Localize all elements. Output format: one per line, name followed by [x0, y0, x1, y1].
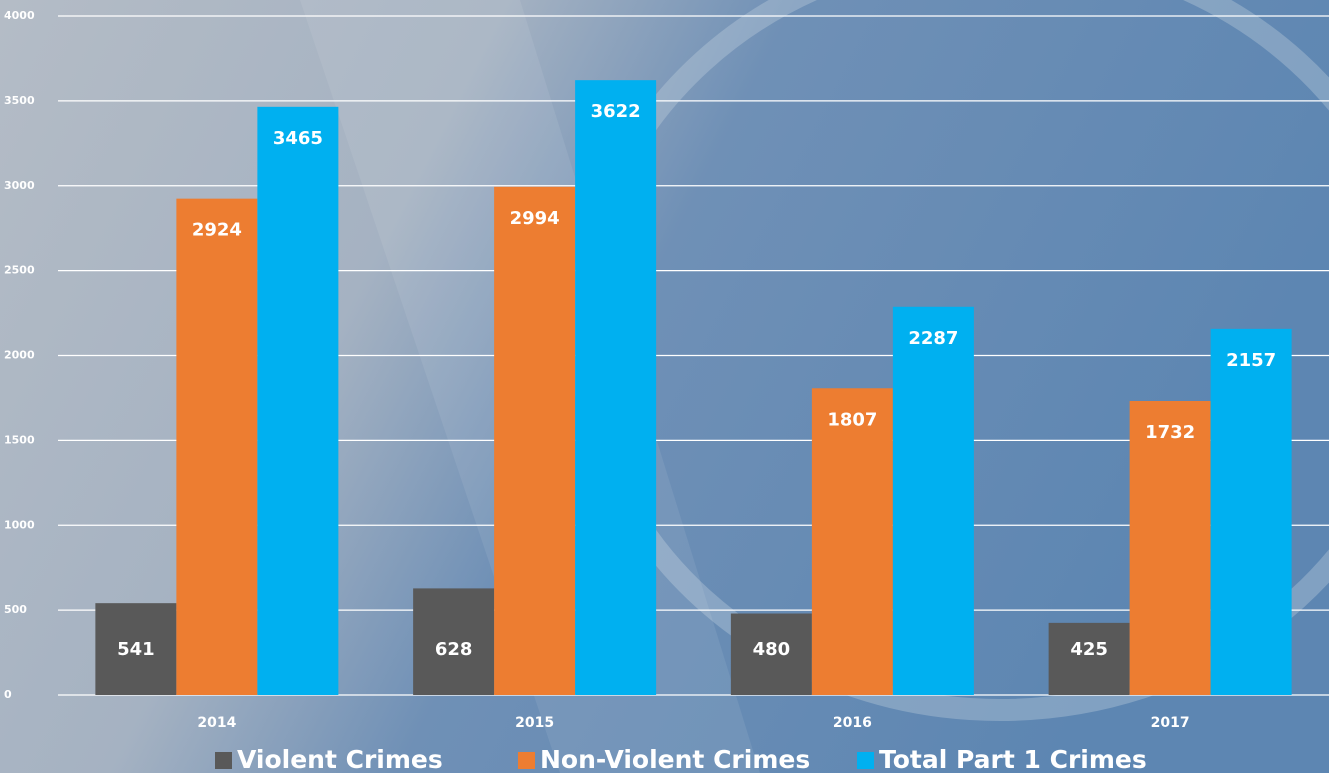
data-label: 2924	[192, 220, 242, 241]
data-label: 3465	[273, 128, 323, 149]
data-label: 628	[435, 639, 473, 660]
bar	[257, 106, 339, 695]
legend-swatch	[215, 752, 232, 769]
y-tick-label: 500	[4, 603, 27, 616]
y-tick-label: 4000	[4, 9, 35, 22]
legend-label: Violent Crimes	[237, 745, 443, 773]
bar	[1048, 622, 1130, 695]
y-tick-label: 2500	[4, 264, 35, 277]
data-label: 1807	[827, 409, 877, 430]
y-tick-label: 3500	[4, 94, 35, 107]
data-label: 2157	[1226, 350, 1276, 371]
y-tick-label: 1500	[4, 433, 35, 446]
y-tick-label: 1000	[4, 518, 35, 531]
bar	[892, 306, 974, 695]
y-tick-label: 0	[4, 688, 12, 701]
legend-label: Non-Violent Crimes	[540, 745, 810, 773]
bar	[575, 80, 657, 695]
x-tick-label: 2017	[1151, 715, 1190, 731]
bar	[730, 613, 812, 695]
legend-label: Total Part 1 Crimes	[879, 745, 1147, 773]
x-tick-label: 2015	[515, 715, 554, 731]
bar	[1210, 328, 1292, 695]
data-label: 425	[1070, 639, 1108, 660]
data-label: 541	[117, 639, 155, 660]
data-label: 2287	[908, 328, 958, 349]
bar	[413, 588, 495, 695]
x-tick-label: 2016	[833, 715, 872, 731]
y-tick-label: 3000	[4, 179, 35, 192]
data-label: 3622	[591, 101, 641, 122]
y-tick-label: 2000	[4, 349, 35, 362]
bar	[95, 603, 177, 695]
legend-swatch	[857, 752, 874, 769]
bar	[1129, 400, 1211, 695]
legend-swatch	[518, 752, 535, 769]
bar	[494, 186, 576, 695]
data-label: 480	[753, 639, 791, 660]
data-label: 2994	[510, 208, 560, 229]
bar	[176, 198, 258, 695]
x-tick-label: 2014	[197, 715, 236, 731]
data-label: 1732	[1145, 422, 1195, 443]
bar	[811, 388, 893, 695]
